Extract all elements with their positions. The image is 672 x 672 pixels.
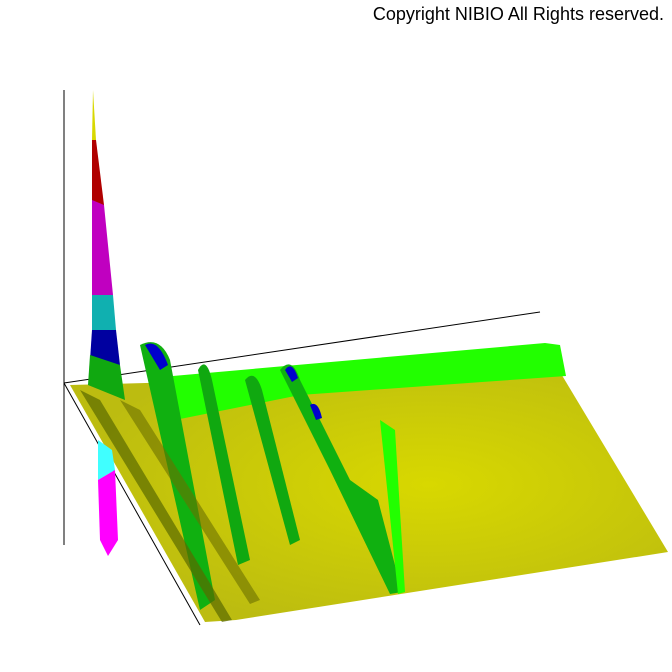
- ridge: [198, 364, 250, 565]
- ridge: [80, 390, 232, 622]
- ridge: [280, 364, 402, 594]
- ridge: [245, 375, 300, 545]
- peak-band: [88, 355, 125, 400]
- copyright: Copyright NIBIO All Rights reserved.: [373, 4, 664, 24]
- tall-peak: [88, 90, 125, 556]
- ridge-top: [145, 343, 168, 370]
- peak-band: [92, 295, 116, 340]
- ridges: [80, 342, 405, 622]
- ridge: [380, 420, 405, 594]
- ridge-top: [310, 403, 322, 420]
- ridge-top: [285, 366, 298, 382]
- ridge: [120, 400, 260, 604]
- back-axis: [63, 311, 541, 384]
- peak-band: [92, 200, 113, 295]
- front-axis: [63, 382, 201, 626]
- peak-band: [90, 330, 120, 365]
- axes: [63, 90, 541, 626]
- peak-band: [98, 440, 115, 480]
- peak-band: [92, 90, 96, 140]
- peak-band: [98, 470, 118, 556]
